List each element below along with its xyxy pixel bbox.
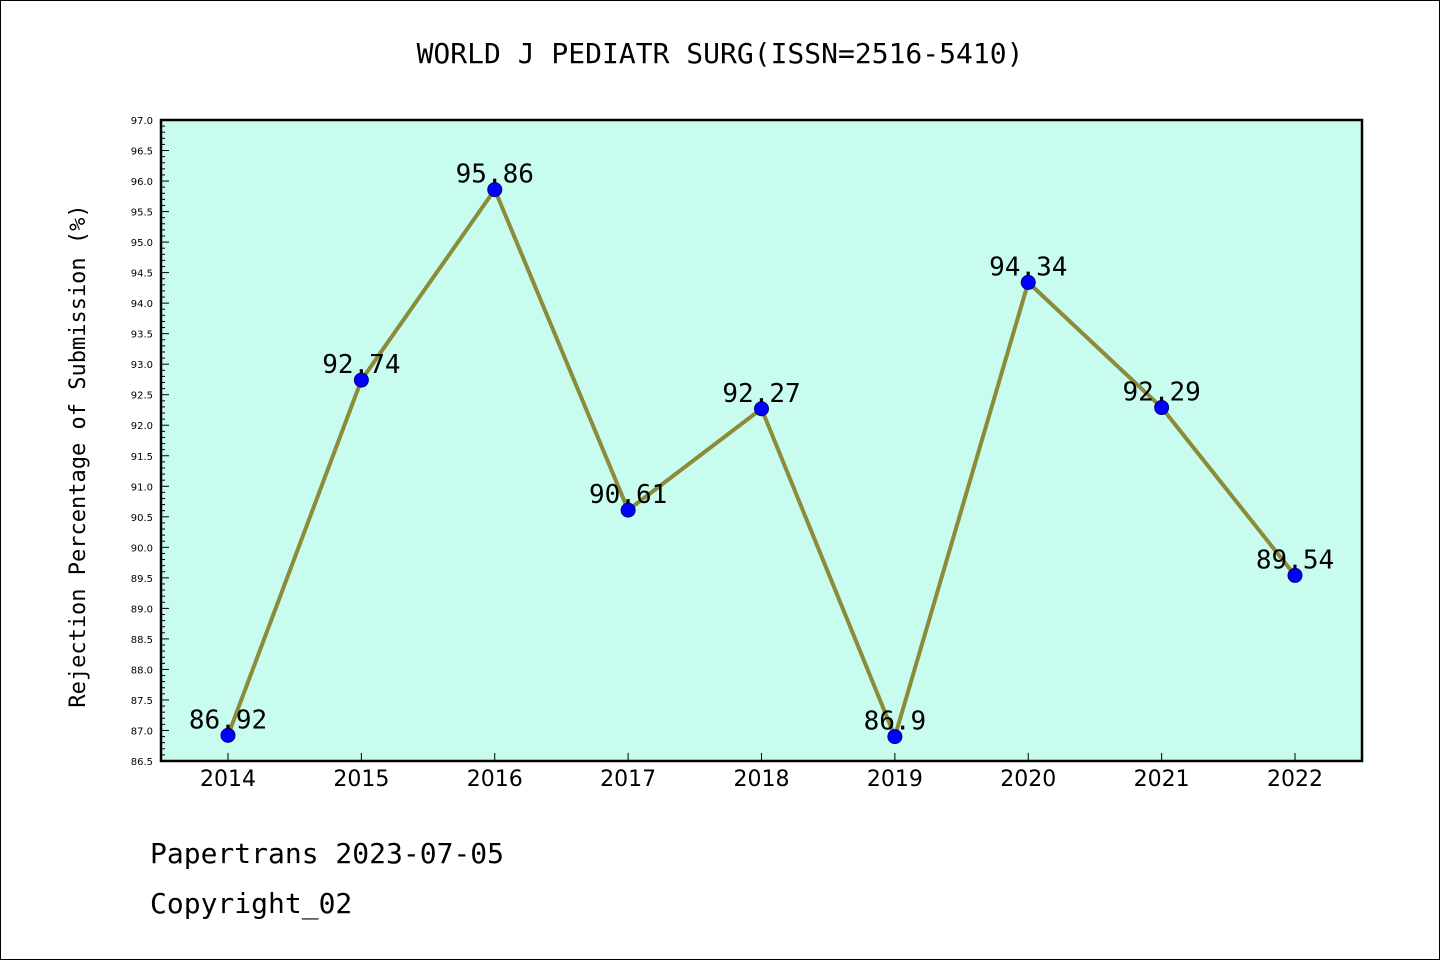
y-tick-label: 87.5 (131, 696, 153, 707)
data-point (887, 729, 903, 745)
y-tick-label: 88.0 (131, 665, 153, 676)
y-tick-label: 90.5 (131, 513, 153, 524)
data-point (487, 182, 503, 198)
y-axis: 86.5 87.0 87.5 88.0 88.5 89.0 89.5 90.0 90.5 91.0… (131, 116, 169, 768)
x-tick-label: 2021 (1134, 767, 1190, 792)
y-tick-label: 95.0 (131, 238, 153, 249)
x-tick-label: 2020 (1000, 767, 1056, 792)
chart-title: WORLD J PEDIATR SURG(ISSN=2516-5410) (416, 37, 1024, 70)
y-tick-label: 94.0 (131, 299, 153, 310)
x-axis: 2014 2015 2016 2017 2018 2019 2020 2021 2022 (200, 753, 1323, 792)
data-label-group: 86.92 92.74 95.86 90.61 92.27 86.9 94.34 92.29 8… (189, 160, 1334, 737)
plot-area (159, 118, 1364, 763)
y-axis-title: Rejection Percentage of Submission (%) (66, 204, 91, 707)
data-label: 86.9 (864, 707, 927, 737)
footer-copyright-line: Copyright_02 (150, 887, 353, 920)
y-tick-label: 94.5 (131, 269, 153, 280)
data-point (353, 372, 369, 388)
data-point (620, 502, 636, 518)
y-tick-label: 92.0 (131, 421, 153, 432)
data-label: 92.74 (322, 350, 400, 380)
x-tick-label: 2014 (200, 767, 256, 792)
y-tick-label: 87.0 (131, 726, 153, 737)
y-tick-label: 93.5 (131, 330, 153, 341)
y-tick-label: 89.5 (131, 574, 153, 585)
data-point (754, 401, 769, 417)
data-point (1154, 400, 1170, 416)
y-tick-label: 93.0 (131, 360, 153, 371)
data-label: 86.92 (189, 705, 267, 735)
data-marker-group (220, 182, 1303, 745)
y-tick-label: 97.0 (131, 116, 153, 127)
y-tick-label: 91.5 (131, 452, 153, 463)
y-tick-label: 88.5 (131, 635, 153, 646)
data-point (1020, 274, 1036, 290)
y-tick-label: 90.0 (131, 543, 153, 554)
x-tick-label: 2017 (600, 767, 656, 792)
y-tick-label: 86.5 (131, 757, 153, 768)
y-tick-label: 92.5 (131, 391, 153, 402)
x-tick-label: 2022 (1267, 767, 1323, 792)
data-label: 92.27 (722, 379, 800, 409)
footer-date-line: Papertrans 2023-07-05 (150, 837, 505, 870)
y-tick-label: 91.0 (131, 482, 153, 493)
x-tick-label: 2016 (467, 767, 523, 792)
data-label: 94.34 (989, 252, 1067, 282)
x-tick-label: 2015 (333, 767, 389, 792)
data-label: 89.54 (1256, 545, 1334, 575)
data-point (220, 727, 236, 743)
y-tick-label: 95.5 (131, 208, 153, 219)
y-tick-label: 89.0 (131, 604, 153, 615)
x-tick-label: 2019 (867, 767, 923, 792)
data-label: 92.29 (1122, 378, 1200, 408)
data-label: 90.61 (589, 480, 667, 510)
y-tick-label: 96.5 (131, 147, 153, 158)
x-tick-label: 2018 (734, 767, 790, 792)
y-tick-label: 96.0 (131, 177, 153, 188)
data-label: 95.86 (456, 160, 534, 190)
data-point (1287, 567, 1303, 583)
